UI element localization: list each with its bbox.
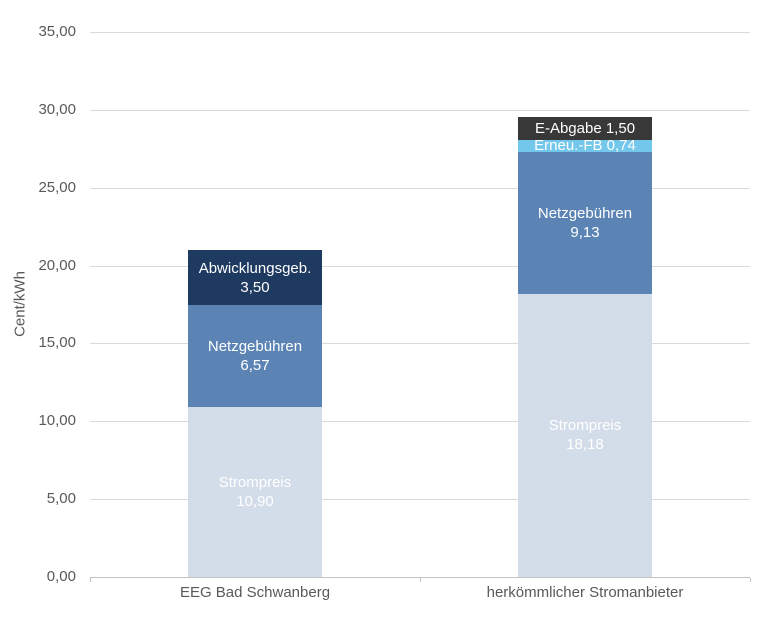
segment-label: Abwicklungsgeb. 3,50	[198, 259, 312, 296]
segment-label: Strompreis 10,90	[218, 474, 292, 511]
bar-segment-e-abgabe: E-Abgabe 1,50	[518, 116, 652, 141]
y-tick-label: 25,00	[38, 178, 76, 196]
segment-label: Netzgebühren 6,57	[207, 338, 303, 375]
y-tick-label: 15,00	[38, 334, 76, 352]
y-tick-label: 30,00	[38, 100, 76, 118]
y-gridline	[90, 109, 750, 111]
x-axis-line	[90, 577, 750, 578]
bar-segment-strompreis: Strompreis 18,18	[518, 293, 652, 577]
segment-label: Strompreis 18,18	[548, 417, 622, 454]
y-gridline	[90, 421, 750, 423]
x-axis-tick	[750, 578, 751, 582]
y-tick-label: 0,00	[46, 568, 76, 585]
y-tick-label: 5,00	[46, 490, 76, 508]
x-category-label: EEG Bad Schwanberg	[179, 584, 331, 601]
y-gridline	[90, 187, 750, 189]
x-axis-tick	[90, 578, 91, 582]
bar-segment-abwicklungsgeb-: Abwicklungsgeb. 3,50	[188, 250, 322, 305]
y-tick-label: 20,00	[38, 256, 76, 274]
y-gridline	[90, 265, 750, 267]
x-axis-tick	[420, 578, 421, 582]
x-category-label: herkömmlicher Stromanbieter	[486, 584, 684, 601]
bar-segment-netzgeb-hren: Netzgebühren 9,13	[518, 151, 652, 294]
y-gridline	[90, 343, 750, 345]
y-gridline	[90, 32, 750, 33]
y-gridline	[90, 499, 750, 501]
bar-segment-netzgeb-hren: Netzgebühren 6,57	[188, 304, 322, 408]
segment-label: Netzgebühren 9,13	[537, 204, 633, 241]
bar-segment-strompreis: Strompreis 10,90	[188, 407, 322, 577]
bar-segment-erneu-fb: Erneu.-FB 0,74	[518, 137, 652, 154]
y-tick-label: 10,00	[38, 412, 76, 430]
y-axis-title: Cent/kWh	[11, 271, 29, 337]
y-tick-label: 35,00	[38, 23, 76, 40]
